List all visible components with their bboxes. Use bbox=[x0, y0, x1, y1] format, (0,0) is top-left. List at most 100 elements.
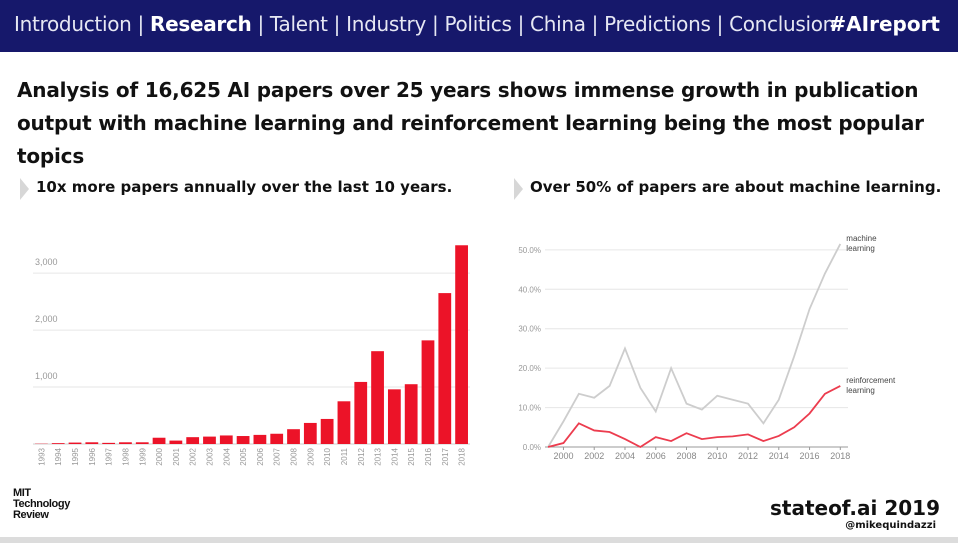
bar bbox=[387, 389, 401, 444]
x-tick-label: 2005 bbox=[239, 447, 248, 465]
y-tick-label: 2,000 bbox=[35, 314, 58, 324]
line-chart: 0.0% 10.0% 20.0% 30.0% 40.0% 50.0% 2000 2002 200… bbox=[518, 243, 850, 461]
nav-item[interactable]: Research bbox=[149, 12, 252, 36]
x-tick-label: 2002 bbox=[189, 447, 198, 465]
x-tick-label: 2012 bbox=[357, 447, 366, 465]
bar bbox=[186, 437, 200, 444]
bar bbox=[337, 401, 351, 444]
nav-separator: | bbox=[517, 12, 525, 36]
nav-separator: | bbox=[716, 12, 724, 36]
nav-bar: Introduction | Research | Talent | Industry | Po… bbox=[0, 0, 958, 52]
bar bbox=[119, 442, 132, 444]
series-label: machine learning bbox=[846, 233, 877, 253]
x-tick-label: 1993 bbox=[37, 447, 46, 465]
x-tick-label: 2007 bbox=[273, 447, 282, 465]
nav-item[interactable]: Predictions bbox=[604, 12, 711, 36]
x-tick-label: 1998 bbox=[121, 447, 130, 465]
x-tick-label: 2006 bbox=[646, 451, 666, 461]
hashtag: #AIreport bbox=[829, 12, 940, 36]
y-tick-label: 0.0% bbox=[523, 443, 541, 452]
y-tick-label: 3,000 bbox=[35, 257, 58, 267]
bullet-arrow bbox=[514, 178, 523, 200]
x-tick-label: 2018 bbox=[458, 447, 467, 465]
nav-item[interactable]: Conclusion bbox=[729, 12, 836, 36]
x-tick-label: 2002 bbox=[584, 451, 604, 461]
y-tick-label: 20.0% bbox=[518, 364, 541, 373]
y-tick-label: 30.0% bbox=[518, 325, 541, 334]
nav-separator: | bbox=[591, 12, 599, 36]
x-tick-label: 2016 bbox=[424, 447, 433, 465]
chart-subtitle: Over 50% of papers are about machine lea… bbox=[530, 178, 942, 196]
series-line bbox=[547, 385, 841, 449]
x-tick-label: 2003 bbox=[205, 447, 214, 465]
x-tick-label: 2010 bbox=[323, 447, 332, 465]
bar bbox=[51, 443, 65, 444]
y-tick-label: 10.0% bbox=[518, 404, 541, 413]
bar bbox=[152, 437, 166, 444]
x-tick-label: 2017 bbox=[441, 447, 450, 465]
x-tick-label: 2011 bbox=[340, 447, 349, 465]
x-tick-label: 2000 bbox=[553, 451, 573, 461]
brand: stateof.ai 2019 bbox=[769, 496, 940, 520]
chart-subtitle: 10x more papers annually over the last 1… bbox=[36, 178, 453, 196]
nav-items: Introduction | Research | Talent | Industry | Po… bbox=[14, 12, 835, 36]
headline: Analysis of 16,625 AI papers over 25 yea… bbox=[17, 78, 924, 168]
bar bbox=[320, 418, 334, 444]
x-tick-label: 2006 bbox=[256, 447, 265, 465]
nav-item[interactable]: China bbox=[530, 12, 586, 36]
y-tick-label: 1,000 bbox=[35, 371, 58, 381]
nav-item[interactable]: Industry bbox=[346, 12, 426, 36]
bar bbox=[404, 384, 418, 444]
bullet-arrow bbox=[20, 178, 29, 200]
x-tick-label: 2013 bbox=[374, 447, 383, 465]
x-tick-label: 2014 bbox=[390, 447, 399, 465]
bar bbox=[236, 436, 250, 444]
x-tick-label: 2004 bbox=[615, 451, 635, 461]
x-tick-label: 2010 bbox=[707, 451, 727, 461]
bar bbox=[371, 351, 384, 444]
y-tick-label: 40.0% bbox=[518, 285, 541, 294]
x-tick-label: 2015 bbox=[407, 447, 416, 465]
bar bbox=[287, 429, 300, 444]
x-tick-label: 2000 bbox=[155, 447, 164, 465]
x-tick-label: 1994 bbox=[54, 447, 63, 465]
nav-separator: | bbox=[257, 12, 264, 36]
bar bbox=[438, 293, 452, 444]
bar bbox=[203, 436, 216, 444]
nav-item[interactable]: Talent bbox=[269, 12, 328, 36]
logo-line: MIT bbox=[13, 487, 31, 499]
handle: @mikequindazzi bbox=[845, 520, 936, 531]
bar bbox=[270, 433, 284, 444]
bar bbox=[421, 340, 435, 444]
x-tick-label: 2016 bbox=[800, 451, 820, 461]
x-tick-label: 2001 bbox=[172, 447, 181, 465]
x-tick-label: 2008 bbox=[676, 451, 696, 461]
bar bbox=[303, 422, 317, 444]
series-label: reinforcement learning bbox=[846, 375, 896, 395]
bar bbox=[135, 442, 149, 444]
bar bbox=[219, 435, 233, 444]
bottom-strip bbox=[0, 537, 958, 543]
x-tick-label: 2014 bbox=[769, 451, 789, 461]
x-tick-label: 2012 bbox=[738, 451, 758, 461]
bar-chart: 1,000 2,000 3,000 1993 1994 1995 1996 1997 1998 1… bbox=[33, 245, 470, 466]
nav-separator: | bbox=[333, 12, 341, 36]
x-tick-label: 2004 bbox=[222, 447, 231, 465]
logo: MIT Technology Review bbox=[13, 488, 70, 521]
nav-item[interactable]: Politics bbox=[444, 12, 512, 36]
series-line bbox=[547, 243, 842, 448]
bar bbox=[253, 434, 267, 444]
x-tick-label: 1996 bbox=[88, 447, 97, 465]
nav-separator: | bbox=[137, 12, 145, 36]
x-tick-label: 1995 bbox=[71, 447, 80, 465]
x-tick-label: 1997 bbox=[105, 447, 114, 465]
nav-item[interactable]: Introduction bbox=[14, 12, 132, 36]
y-tick-label: 50.0% bbox=[518, 246, 541, 255]
logo-line: Technology bbox=[13, 498, 70, 510]
bar bbox=[68, 442, 82, 444]
x-tick-label: 2009 bbox=[306, 447, 315, 465]
x-tick-label: 2008 bbox=[290, 447, 299, 465]
x-tick-label: 2018 bbox=[830, 451, 850, 461]
x-tick-label: 1999 bbox=[138, 447, 147, 465]
